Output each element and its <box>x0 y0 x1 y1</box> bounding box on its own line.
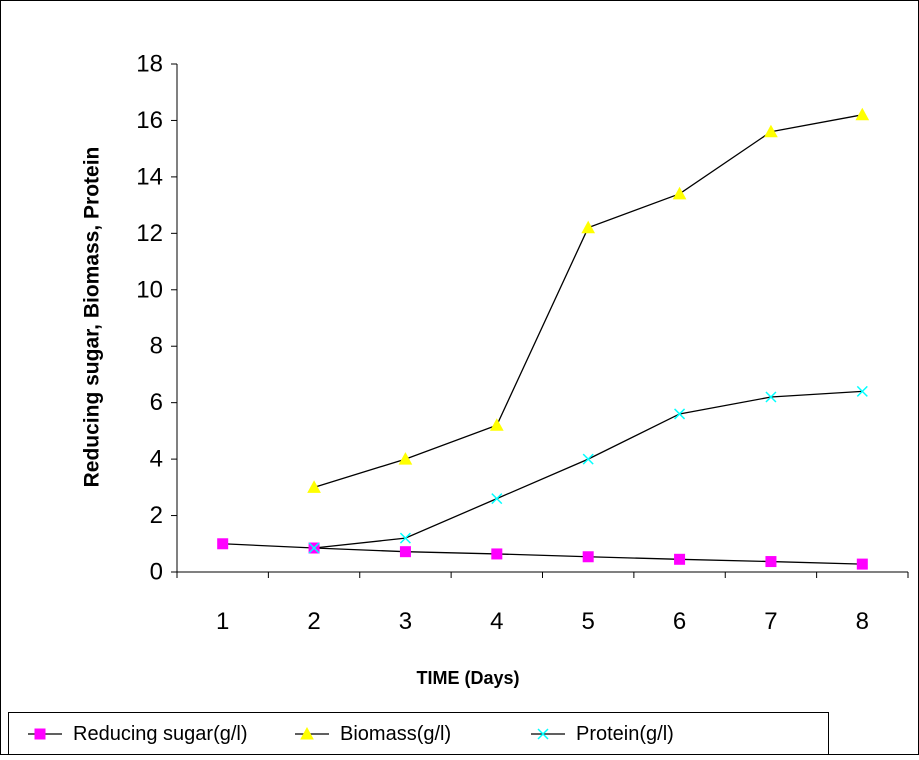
data-point-marker <box>398 452 413 465</box>
legend-marker <box>34 728 46 740</box>
data-point-marker <box>399 532 411 544</box>
y-tick-label: 10 <box>136 276 163 303</box>
legend-box <box>8 712 829 755</box>
data-point-marker <box>674 408 686 420</box>
data-point-marker <box>217 538 229 550</box>
data-point-marker <box>672 186 687 200</box>
data-point-marker <box>491 548 503 560</box>
series-line-0 <box>222 543 863 565</box>
data-point-marker <box>308 542 320 554</box>
x-tick-label: 5 <box>582 608 595 635</box>
legend-marker <box>537 728 549 740</box>
y-axis-title: Reducing sugar, Biomass, Protein <box>81 147 104 488</box>
data-point-marker <box>489 418 504 431</box>
x-axis-title: TIME (Days) <box>416 668 519 688</box>
y-tick-label: 6 <box>150 389 163 416</box>
x-tick-label: 4 <box>490 608 503 635</box>
data-point-marker <box>582 453 594 465</box>
legend-label: Reducing sugar(g/l) <box>73 723 248 745</box>
data-point-marker <box>307 480 321 493</box>
data-point-marker <box>856 385 868 397</box>
y-tick-label: 16 <box>136 107 163 134</box>
legend: Reducing sugar(g/l) Biomass(g/l) Protein(g… <box>8 712 829 755</box>
series-markers <box>217 107 870 570</box>
data-point-marker <box>581 220 596 234</box>
legend-label: Biomass(g/l) <box>340 723 451 745</box>
x-axis-ticks: 1 2 3 4 5 6 7 8 <box>176 572 909 635</box>
data-point-marker <box>399 546 411 558</box>
data-point-marker <box>856 558 868 570</box>
y-tick-label: 8 <box>150 333 163 360</box>
x-tick-label: 3 <box>399 608 412 635</box>
data-point-marker <box>855 107 870 121</box>
data-point-marker <box>491 493 503 505</box>
y-tick-label: 18 <box>136 51 163 78</box>
x-tick-label: 6 <box>673 608 686 635</box>
axes <box>176 64 908 573</box>
y-axis-ticks: 0 2 4 6 8 10 12 14 16 18 <box>136 51 177 586</box>
data-point-marker <box>765 391 777 403</box>
x-tick-label: 2 <box>307 608 320 635</box>
data-point-marker <box>674 553 686 565</box>
y-tick-label: 12 <box>136 220 163 247</box>
x-tick-label: 1 <box>216 608 229 635</box>
x-tick-label: 7 <box>764 608 777 635</box>
y-tick-label: 4 <box>150 446 163 473</box>
data-point-marker <box>765 556 777 568</box>
data-point-marker <box>764 124 778 138</box>
y-tick-label: 2 <box>150 502 163 529</box>
y-tick-label: 0 <box>150 559 163 586</box>
legend-label: Protein(g/l) <box>576 723 674 745</box>
data-point-marker <box>582 551 594 563</box>
y-tick-label: 14 <box>136 163 163 190</box>
legend-marker <box>300 726 314 740</box>
x-tick-label: 8 <box>856 608 869 635</box>
